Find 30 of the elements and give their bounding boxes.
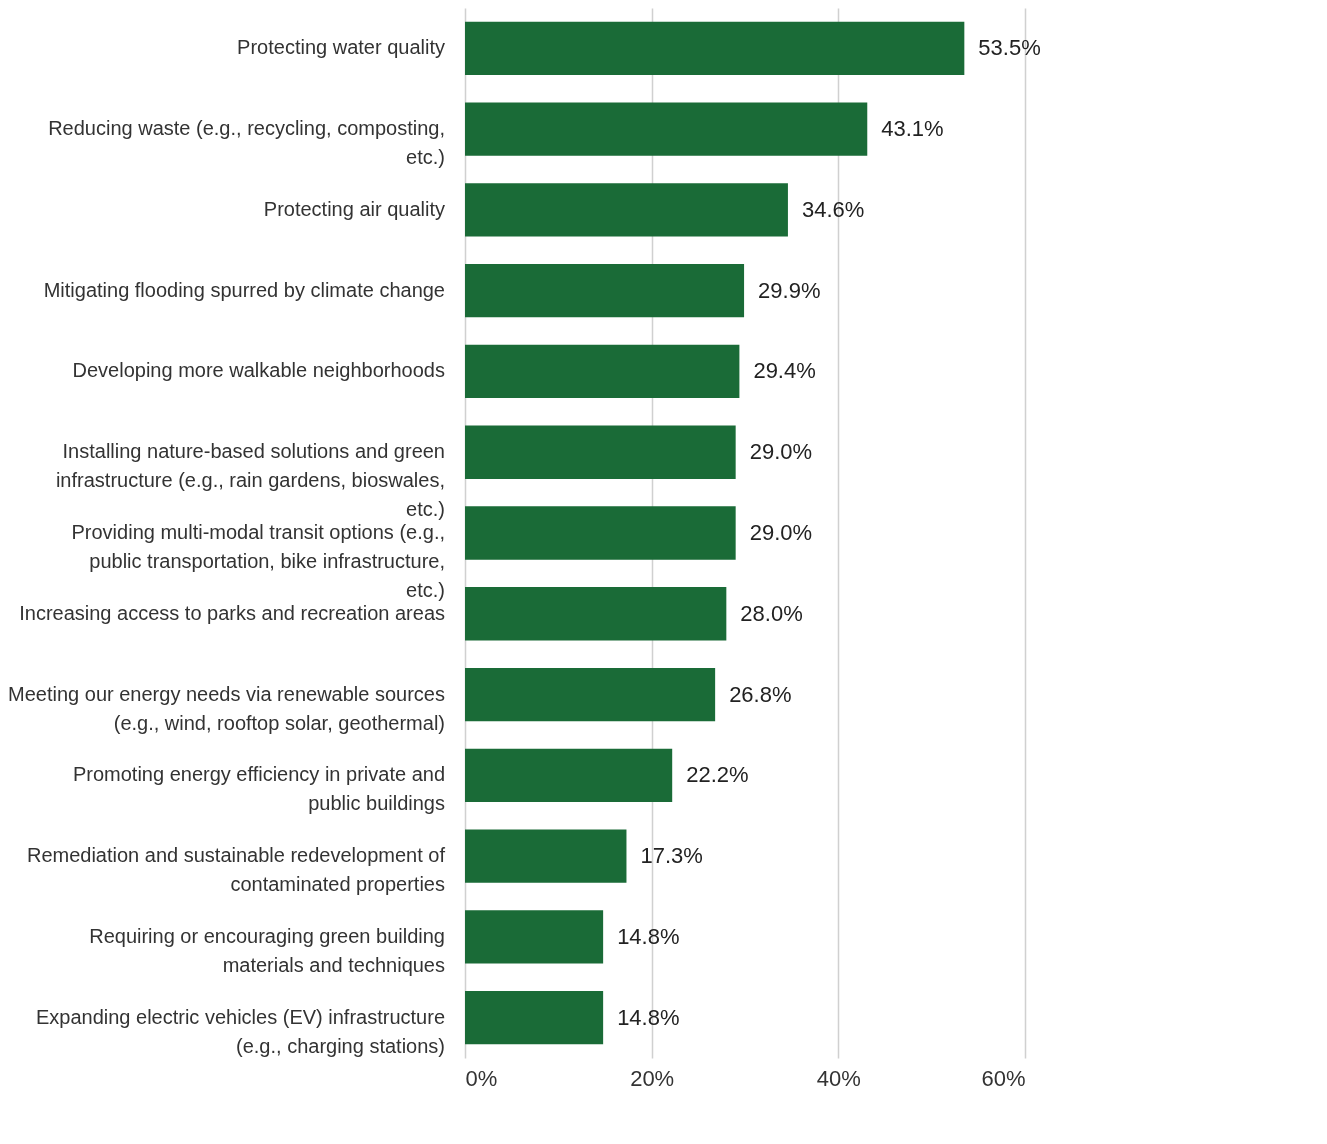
data-label: 29.4% bbox=[753, 358, 816, 384]
x-tick-label: 0% bbox=[465, 1065, 498, 1091]
y-tick-label: Reducing waste (e.g., recycling, composting, etc.) bbox=[48, 117, 445, 169]
data-label: 14.8% bbox=[617, 1004, 680, 1030]
y-tick-label: Increasing access to parks and recreation areas bbox=[19, 601, 445, 624]
data-label: 53.5% bbox=[978, 35, 1041, 61]
y-tick-label: Protecting air quality bbox=[263, 197, 445, 220]
data-label: 29.9% bbox=[758, 277, 821, 303]
data-label: 34.6% bbox=[801, 196, 865, 222]
data-label: 14.8% bbox=[617, 923, 680, 949]
data-label: 22.2% bbox=[686, 762, 749, 788]
y-tick-label: Promoting energy efficiency in private and public buildings bbox=[72, 763, 445, 815]
y-tick-label: Requiring or encouraging green building materials and techniques bbox=[89, 924, 445, 976]
y-tick-label: Installing nature-based solutions and green infrastructure (e.g., rain gardens, bioswales, etc.) bbox=[55, 440, 445, 521]
y-tick-label: Remediation and sustainable redevelopment of contaminated properties bbox=[26, 844, 446, 896]
data-label: 29.0% bbox=[749, 520, 813, 545]
y-tick-label: Expanding electric vehicles (EV) infrastructure (e.g., charging stations) bbox=[35, 1005, 445, 1057]
x-tick-label: 40% bbox=[816, 1065, 861, 1091]
data-label: 17.3% bbox=[640, 843, 703, 869]
data-label: 29.0% bbox=[749, 439, 813, 465]
x-tick-label: 60% bbox=[981, 1065, 1026, 1091]
data-label: 43.1% bbox=[881, 116, 944, 142]
data-label: 26.8% bbox=[729, 681, 792, 707]
data-label: 28.0% bbox=[740, 600, 803, 626]
y-tick-label: Mitigating flooding spurred by climate change bbox=[43, 278, 445, 301]
y-tick-label: Developing more walkable neighborhoods bbox=[72, 359, 445, 382]
x-tick-label: 20% bbox=[630, 1065, 675, 1091]
y-tick-label: Protecting water quality bbox=[237, 36, 445, 59]
y-tick-label: Providing multi-modal transit options (e.g., public transportation, bike infrastructure, etc.) bbox=[71, 521, 445, 601]
y-tick-label: Meeting our energy needs via renewable sources (e.g., wind, rooftop solar, geothermal) bbox=[8, 682, 445, 734]
